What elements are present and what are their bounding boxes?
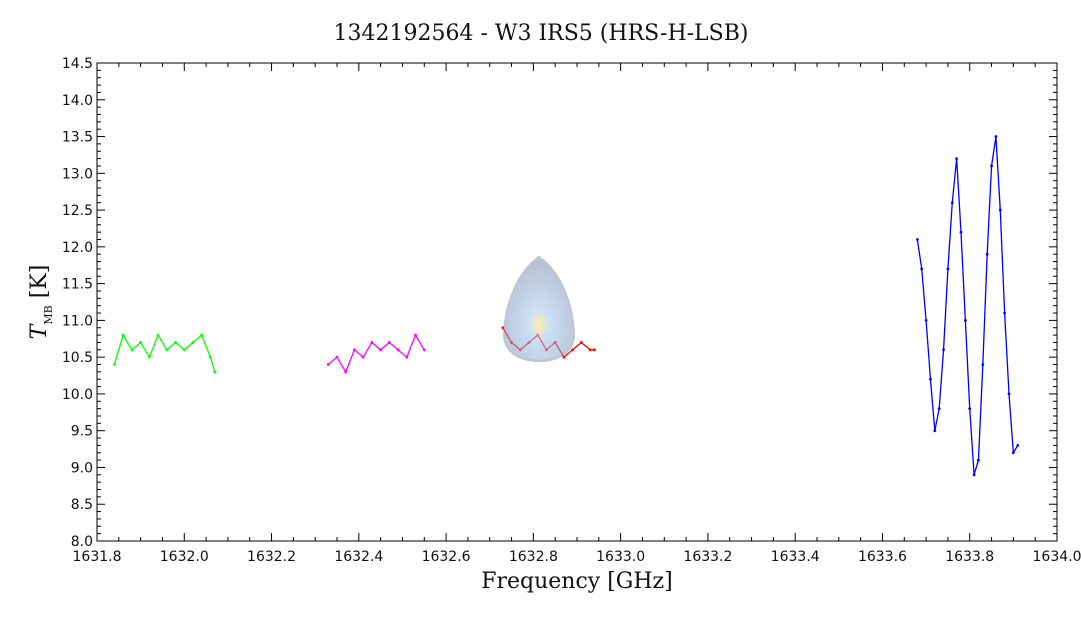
series-1-point (130, 348, 134, 352)
y-axis-label: TMB [K] (27, 265, 55, 340)
series-2-point (396, 348, 400, 352)
series-4-point (1007, 392, 1011, 396)
series-4-point (968, 407, 972, 411)
series-4-point (994, 135, 998, 138)
series-2-point (414, 333, 417, 337)
y-tick-label: 11.5 (62, 277, 93, 293)
series-4-point (1016, 444, 1020, 447)
x-tick-label: 1632.6 (422, 549, 471, 565)
series-2-point (405, 355, 409, 359)
series-2-point (344, 370, 348, 374)
logo-icon (502, 255, 576, 363)
x-tick-label: 1633.4 (771, 549, 820, 565)
series-4-point (1011, 451, 1015, 455)
series-4-point (937, 407, 941, 411)
y-axis-ticks: 8.0 8.5 9.0 9.5 10.0 10.5 11.0 11.5 12.0 12.5 13.0… (62, 56, 1057, 550)
series-4-point (915, 238, 919, 241)
x-axis-ticks: 1631.8 1632.0 1632.2 1632.4 1632.6 1632.8 1633… (73, 63, 1081, 565)
series-1-point (200, 333, 204, 337)
x-tick-label: 1632.0 (160, 549, 209, 565)
series-4-point (920, 267, 924, 271)
series-4-point (946, 267, 950, 271)
series-3-point (593, 348, 596, 352)
series-3-point (562, 355, 566, 359)
x-axis-label: Frequency [GHz] (481, 569, 673, 594)
series-1-point (147, 355, 151, 359)
series-1-point (139, 341, 143, 344)
series-3-point (571, 348, 575, 352)
series-1-point (113, 363, 116, 366)
y-tick-label: 13.5 (62, 130, 93, 146)
x-tick-label: 1634.0 (1033, 549, 1081, 565)
y-tick-label: 10.5 (62, 350, 93, 366)
series-4-point (963, 318, 967, 322)
x-tick-label: 1632.2 (247, 549, 296, 565)
series-4-point (955, 157, 959, 161)
series-1-point (213, 370, 217, 374)
y-axis-label-main: T (27, 322, 52, 339)
series-3-point (588, 348, 592, 352)
y-tick-label: 8.5 (71, 497, 93, 513)
series-4-point (929, 377, 932, 381)
series-layer (113, 135, 1020, 477)
y-tick-label: 10.0 (62, 387, 93, 403)
plot-frame (96, 62, 1058, 542)
y-tick-label: 12.5 (62, 203, 93, 219)
x-tick-label: 1633.0 (596, 549, 645, 565)
series-line-2 (327, 334, 425, 373)
series-2-point (387, 341, 391, 344)
series-4-point (942, 348, 945, 352)
series-1-point (165, 348, 169, 352)
series-4-point (998, 208, 1002, 212)
series-4-point (981, 363, 985, 366)
series-4-point (990, 164, 993, 168)
series-1-point (174, 341, 177, 344)
chart-title: 1342192564 - W3 IRS5 (HRS-H-LSB) (333, 21, 748, 46)
series-2-point (353, 348, 356, 352)
series-line-1 (113, 334, 216, 373)
series-1-point (209, 355, 212, 359)
series-4-point (950, 201, 954, 205)
x-tick-label: 1632.8 (509, 549, 558, 565)
series-2-point (361, 355, 365, 359)
x-tick-label: 1632.4 (334, 549, 383, 565)
series-3-point (579, 341, 583, 344)
y-tick-label: 11.0 (62, 313, 93, 329)
y-tick-label: 13.0 (62, 166, 93, 182)
series-4-point (933, 429, 937, 433)
y-tick-label: 9.0 (71, 460, 93, 476)
y-axis-label-unit: [K] (27, 265, 52, 299)
series-2-point (335, 355, 339, 359)
series-1-point (156, 333, 160, 337)
series-4-point (959, 230, 963, 234)
series-2-point (379, 348, 383, 352)
series-2-point (370, 341, 374, 344)
series-4-point (1003, 311, 1007, 315)
series-4-point (924, 318, 928, 322)
series-4-point (977, 458, 980, 462)
x-tick-label: 1631.8 (73, 549, 122, 565)
series-1-point (182, 348, 186, 352)
y-tick-label: 9.5 (71, 424, 93, 440)
svg-text:TMB [K]: TMB [K] (27, 265, 55, 340)
y-tick-label: 14.0 (62, 93, 93, 109)
x-tick-label: 1633.2 (683, 549, 732, 565)
series-line-4 (916, 135, 1019, 476)
series-1-point (121, 333, 125, 337)
series-1-point (191, 341, 195, 344)
y-tick-label: 14.5 (62, 56, 93, 72)
series-4-point (972, 473, 976, 477)
series-2-point (326, 363, 330, 366)
x-tick-label: 1633.8 (945, 549, 994, 565)
y-tick-label: 8.0 (71, 534, 93, 550)
y-axis-label-sub: MB (42, 305, 55, 324)
y-tick-label: 12.0 (62, 240, 93, 256)
series-4-point (985, 252, 989, 256)
series-2-point (422, 348, 426, 352)
x-tick-label: 1633.6 (858, 549, 907, 565)
